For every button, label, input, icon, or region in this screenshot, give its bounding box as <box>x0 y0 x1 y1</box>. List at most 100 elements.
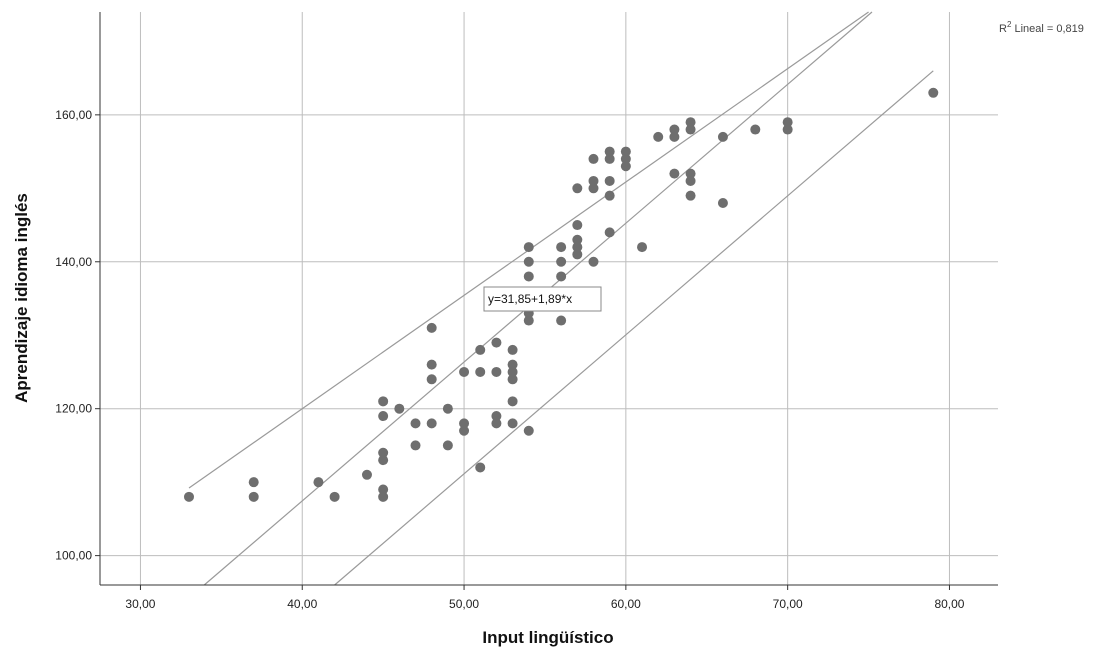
y-tick-label: 160,00 <box>55 108 92 122</box>
data-point <box>782 117 793 128</box>
x-tick-label: 70,00 <box>773 597 803 611</box>
data-point <box>410 440 421 451</box>
data-point <box>685 168 696 179</box>
data-point <box>669 168 680 179</box>
data-point <box>442 403 453 414</box>
data-point <box>378 491 389 502</box>
data-point <box>717 198 728 208</box>
data-point <box>653 131 664 142</box>
data-point <box>782 124 793 135</box>
data-point <box>588 153 599 164</box>
data-point <box>507 418 518 429</box>
y-axis-title: Aprendizaje idioma inglés <box>12 193 31 403</box>
data-point <box>620 161 631 172</box>
axes <box>95 12 998 590</box>
r2-label: R2 Lineal = 0,819 <box>999 20 1084 35</box>
data-point <box>459 418 470 429</box>
data-point <box>378 455 389 466</box>
data-point <box>523 256 534 267</box>
data-point <box>313 477 324 488</box>
grid-lines <box>100 12 998 585</box>
data-point <box>588 175 599 186</box>
data-point <box>556 256 567 267</box>
equation-text: y=31,85+1,89*x <box>488 292 572 306</box>
data-point <box>572 249 583 260</box>
data-point <box>361 469 372 480</box>
y-tick-label: 140,00 <box>55 255 92 269</box>
data-point <box>523 425 534 436</box>
data-point <box>426 322 437 333</box>
data-point <box>394 403 405 414</box>
data-point <box>685 175 696 186</box>
tick-labels: 30,00 40,00 50,00 60,00 70,00 80,00 100,00 120,… <box>55 108 965 611</box>
data-point <box>685 124 696 135</box>
data-points <box>183 87 939 502</box>
data-point <box>604 190 615 201</box>
data-point <box>475 344 486 355</box>
data-point <box>491 411 502 422</box>
x-tick-label: 80,00 <box>934 597 964 611</box>
data-point <box>378 396 389 407</box>
data-point <box>572 183 583 194</box>
data-point <box>475 462 486 473</box>
interval-line-lower <box>334 70 934 586</box>
data-point <box>410 418 421 429</box>
data-point <box>491 337 502 348</box>
equation-label: y=31,85+1,89*x <box>483 286 602 312</box>
data-point <box>604 175 615 186</box>
data-point <box>378 411 389 422</box>
data-point <box>378 447 389 458</box>
data-point <box>620 146 631 157</box>
data-point <box>604 146 615 157</box>
data-point <box>556 242 567 253</box>
data-point <box>669 124 680 135</box>
data-point <box>604 153 615 164</box>
x-tick-label: 60,00 <box>611 597 641 611</box>
x-tick-label: 50,00 <box>449 597 479 611</box>
data-point <box>426 418 437 429</box>
data-point <box>685 190 696 201</box>
x-tick-label: 40,00 <box>287 597 317 611</box>
data-point <box>426 374 437 385</box>
data-point <box>750 124 761 135</box>
data-point <box>459 366 470 377</box>
data-point <box>669 131 680 142</box>
x-tick-label: 30,00 <box>125 597 155 611</box>
data-point <box>442 440 453 451</box>
data-point <box>475 366 486 377</box>
data-point <box>507 396 518 407</box>
data-point <box>604 227 615 238</box>
data-point <box>556 315 567 326</box>
data-point <box>523 271 534 282</box>
x-axis-title: Input lingüístico <box>482 628 613 647</box>
data-point <box>491 366 502 377</box>
data-point <box>491 418 502 429</box>
data-point <box>928 87 939 98</box>
data-point <box>572 234 583 245</box>
data-point <box>685 117 696 128</box>
data-point <box>507 366 518 377</box>
data-point <box>426 359 437 370</box>
data-point <box>572 220 583 231</box>
data-point <box>588 183 599 194</box>
data-point <box>378 484 389 495</box>
data-point <box>183 491 194 502</box>
data-point <box>507 359 518 370</box>
data-point <box>329 491 340 502</box>
data-point <box>588 256 599 267</box>
data-point <box>523 315 534 326</box>
data-point <box>248 477 259 488</box>
equation-box <box>483 286 602 312</box>
y-tick-label: 100,00 <box>55 549 92 563</box>
y-tick-label: 120,00 <box>55 402 92 416</box>
data-point <box>637 242 648 253</box>
data-point <box>556 271 567 282</box>
data-point <box>507 344 518 355</box>
data-point <box>572 242 583 253</box>
data-point <box>523 242 534 253</box>
data-point <box>717 131 728 142</box>
data-point <box>248 491 259 502</box>
data-point <box>620 153 631 164</box>
data-point <box>507 374 518 385</box>
